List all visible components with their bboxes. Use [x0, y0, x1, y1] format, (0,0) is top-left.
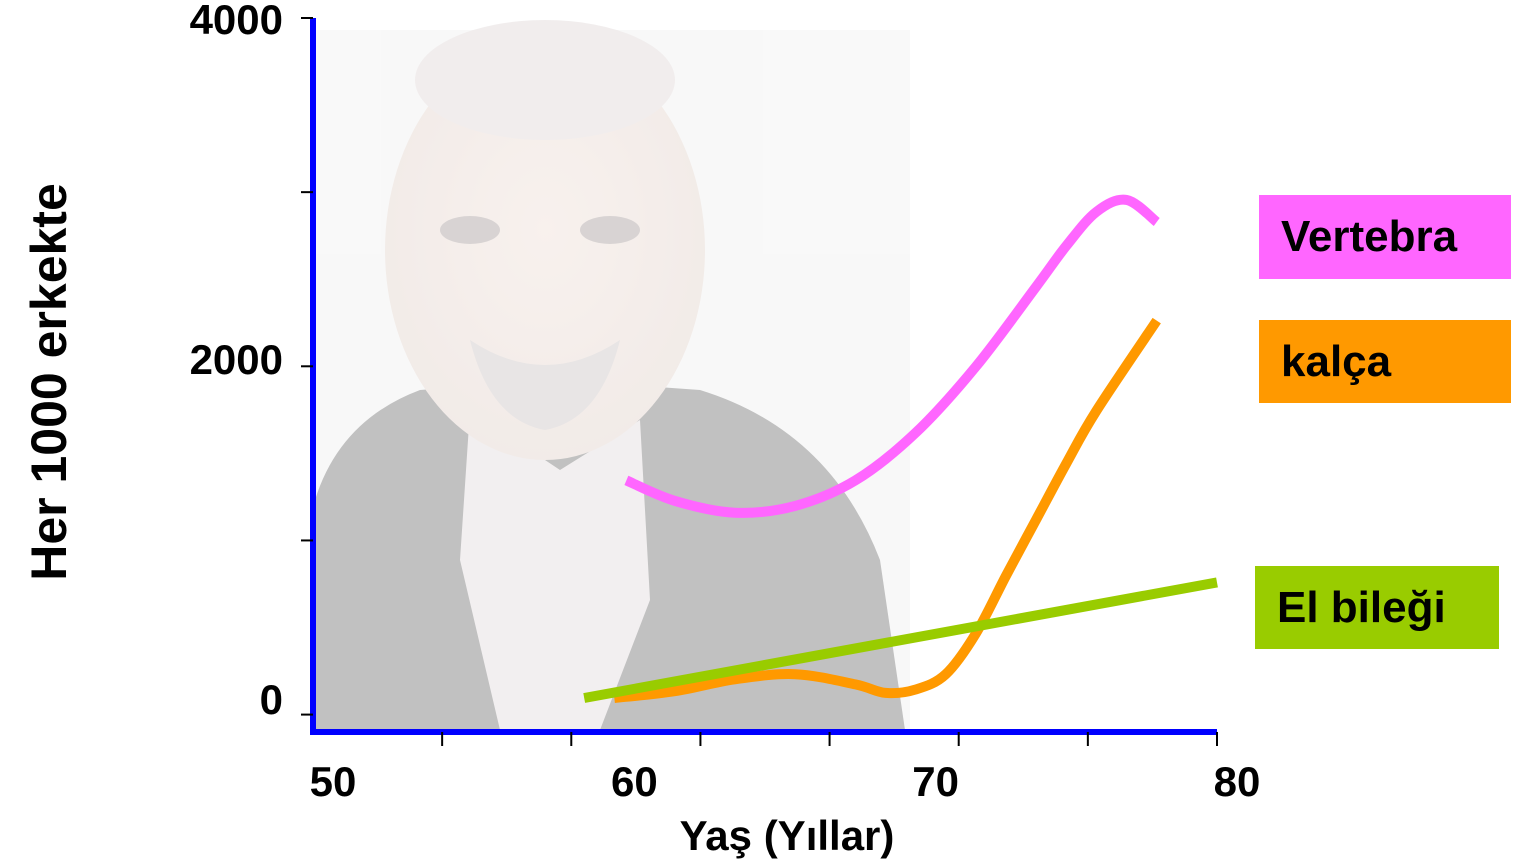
- legend-el-bilegi: El bileği: [1255, 566, 1499, 649]
- y-tick-label: 0: [260, 676, 283, 723]
- legend-label-el-bilegi: El bileği: [1277, 582, 1446, 632]
- series-line-kalça: [613, 317, 1161, 703]
- x-tick-label: 70: [912, 758, 959, 805]
- legend-kalca: kalça: [1259, 320, 1511, 403]
- y-axis-title: Her 1000 erkekte: [21, 183, 77, 581]
- legend-vertebra: Vertebra: [1259, 195, 1511, 279]
- series-line-el-bileği: [583, 577, 1218, 703]
- y-tick-label: 4000: [190, 0, 283, 43]
- legend-label-vertebra: Vertebra: [1281, 212, 1458, 261]
- x-tick-label: 50: [310, 758, 357, 805]
- y-tick-label: 2000: [190, 336, 283, 383]
- x-tick-label: 80: [1214, 758, 1261, 805]
- x-axis-title: Yaş (Yıllar): [680, 812, 895, 859]
- x-tick-label: 60: [611, 758, 658, 805]
- legend-label-kalca: kalça: [1281, 336, 1392, 386]
- series-line-vertebra: [624, 194, 1160, 518]
- elderly-man-photo: [315, 20, 910, 730]
